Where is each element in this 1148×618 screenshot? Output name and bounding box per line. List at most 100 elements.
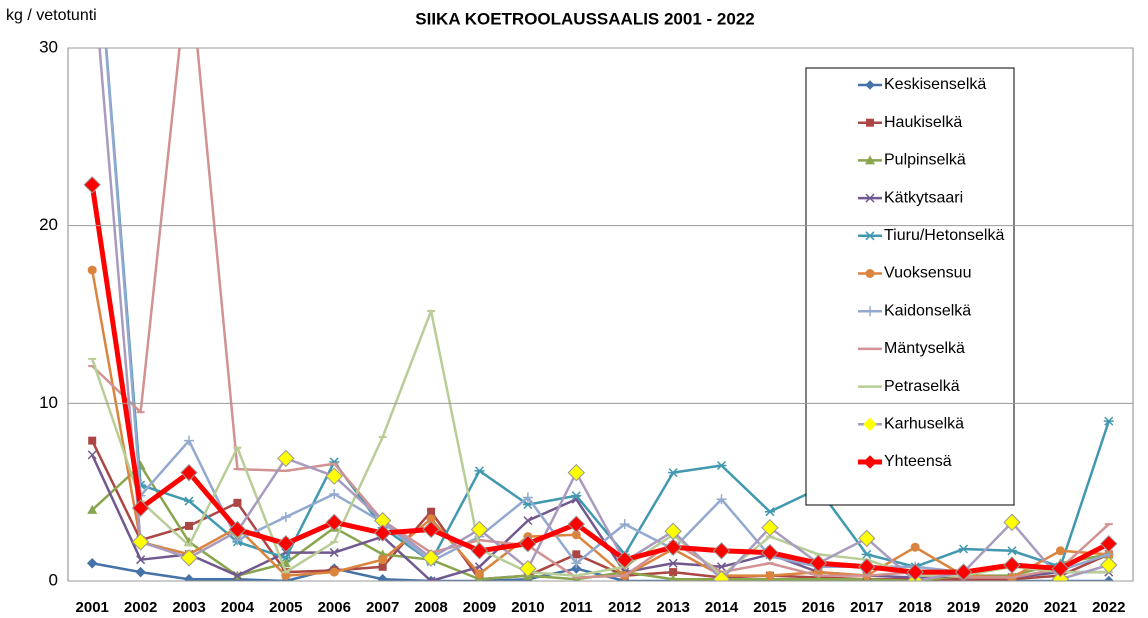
marker	[136, 555, 146, 565]
x-tick-label: 2019	[947, 599, 980, 616]
marker	[865, 193, 875, 203]
y-tick-label: 30	[39, 37, 58, 56]
legend-label: Haukiselkä	[884, 114, 962, 131]
marker	[761, 518, 779, 537]
marker	[426, 576, 436, 581]
marker	[1003, 556, 1021, 574]
marker	[761, 543, 779, 562]
marker	[958, 544, 969, 554]
legend-label: Mäntyselkä	[884, 340, 965, 357]
marker	[135, 566, 146, 578]
x-tick-label: 2010	[511, 599, 544, 616]
marker	[668, 558, 678, 568]
marker	[863, 417, 877, 432]
marker	[669, 568, 678, 577]
marker	[1003, 513, 1021, 532]
marker	[668, 468, 679, 478]
x-tick-label: 2022	[1092, 599, 1125, 616]
marker	[86, 558, 98, 569]
marker	[866, 118, 874, 127]
marker	[954, 563, 973, 581]
marker	[329, 548, 339, 558]
marker	[1100, 556, 1118, 574]
marker	[764, 507, 775, 517]
marker	[184, 496, 195, 506]
marker	[1103, 416, 1114, 426]
marker	[87, 504, 98, 514]
y-axis-label: kg / vetotunti	[6, 7, 97, 24]
legend-label: Kaidonselkä	[884, 302, 971, 319]
marker	[427, 507, 436, 516]
marker	[669, 574, 677, 581]
marker	[765, 571, 775, 581]
x-tick-label: 2020	[995, 599, 1028, 616]
x-tick-label: 2011	[560, 599, 593, 616]
marker	[1055, 546, 1065, 556]
marker	[325, 513, 343, 532]
marker	[1100, 534, 1118, 553]
marker	[712, 570, 731, 581]
marker	[571, 530, 581, 540]
legend-label: Kätkytsaari	[884, 189, 963, 206]
marker	[470, 542, 489, 560]
x-tick-label: 2002	[124, 599, 157, 616]
marker	[87, 450, 97, 460]
marker	[1006, 546, 1017, 556]
marker	[910, 542, 920, 552]
legend-label: Tiuru/Hetonselkä	[884, 227, 1004, 244]
marker	[87, 265, 97, 275]
marker	[281, 571, 291, 581]
marker	[814, 574, 823, 581]
x-tick-label: 2021	[1044, 599, 1077, 616]
marker	[474, 569, 484, 579]
series-line	[90, 269, 1109, 579]
marker	[865, 80, 875, 90]
x-tick-label: 2009	[463, 599, 496, 616]
marker	[865, 231, 875, 241]
marker	[83, 176, 101, 194]
marker	[1103, 575, 1115, 581]
marker	[865, 306, 875, 317]
y-tick-label: 0	[49, 570, 58, 589]
marker	[522, 492, 533, 503]
marker	[1051, 559, 1070, 578]
x-tick-label: 2005	[269, 599, 302, 616]
marker	[88, 436, 97, 445]
marker	[232, 571, 242, 581]
x-tick-label: 2012	[608, 599, 641, 616]
x-tick-label: 2017	[850, 599, 883, 616]
marker	[858, 529, 876, 548]
marker	[184, 435, 195, 446]
marker	[567, 515, 586, 533]
marker	[567, 463, 586, 482]
marker	[470, 520, 489, 539]
series-line	[98, 48, 1110, 581]
x-tick-label: 2001	[76, 599, 109, 616]
legend-label: Petraselkä	[884, 378, 960, 395]
y-tick-label: 10	[39, 393, 58, 412]
marker	[378, 555, 388, 565]
marker	[277, 449, 295, 468]
marker	[858, 558, 876, 576]
legend-label: Keskisenselkä	[884, 76, 986, 93]
marker	[329, 488, 340, 499]
marker	[373, 524, 392, 542]
marker	[131, 533, 150, 551]
series-line	[89, 184, 1110, 575]
marker	[571, 558, 582, 569]
plot-area	[83, 48, 1118, 581]
series-line	[104, 48, 1110, 569]
legend	[805, 67, 1015, 506]
x-tick-label: 2013	[656, 599, 689, 616]
marker	[180, 463, 198, 482]
marker	[228, 520, 247, 539]
marker	[664, 538, 682, 556]
x-tick-label: 2014	[705, 599, 739, 616]
marker	[180, 549, 198, 567]
marker	[619, 519, 630, 530]
marker	[571, 563, 582, 574]
x-tick-label: 2003	[172, 599, 205, 616]
marker	[519, 559, 537, 578]
marker	[185, 521, 194, 530]
